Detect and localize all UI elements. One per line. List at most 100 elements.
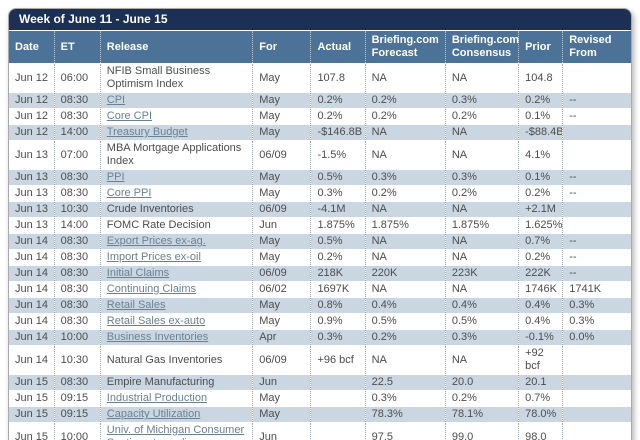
table-row: Jun 13 10:30 Crude Inventories 06/09 -4.1M NA… (9, 201, 631, 218)
cell-release: MBA Mortgage Applications Index (99, 140, 253, 170)
cell-revised: -- (562, 108, 631, 125)
table-row: Jun 12 08:30 CPI May 0.2% 0.2% 0.3% 0.2% -- (9, 92, 631, 109)
cell-for: Jun (252, 217, 311, 234)
release-link[interactable]: Continuing Claims (106, 283, 197, 295)
release-link[interactable]: Initial Claims (106, 267, 170, 279)
cell-date: Jun 13 (9, 217, 55, 234)
cell-consensus: 99.0 (444, 422, 519, 440)
cell-actual (310, 390, 366, 407)
cell-prior: +2.1M (518, 201, 563, 218)
calendar-body: Jun 12 06:00 NFIB Small Business Optimism … (9, 63, 631, 440)
cell-for: 06/09 (252, 201, 311, 218)
cell-prior: 0.7% (518, 233, 563, 250)
release-link[interactable]: Univ. of Michigan Consumer Sentiment - p… (106, 424, 245, 440)
release-link[interactable]: Export Prices ex-ag. (106, 235, 206, 247)
cell-for: Apr (252, 329, 311, 346)
cell-et: 10:00 (53, 422, 101, 440)
cell-consensus: NA (444, 201, 519, 218)
cell-revised: 0.0% (562, 329, 631, 346)
cell-forecast: 0.2% (364, 92, 446, 109)
release-link[interactable]: Treasury Budget (106, 126, 188, 138)
cell-et: 08:30 (53, 92, 101, 109)
cell-consensus: NA (444, 124, 519, 141)
table-row: Jun 12 14:00 Treasury Budget May -$146.8B NA N… (9, 124, 631, 141)
cell-revised: 0.3% (562, 313, 631, 330)
release-link[interactable]: Business Inventories (106, 331, 209, 343)
cell-revised: -- (562, 233, 631, 250)
cell-consensus: 0.3% (444, 169, 519, 186)
cell-consensus: 0.4% (444, 297, 519, 314)
cell-actual: 0.3% (310, 329, 366, 346)
header-row: Date ET Release For Actual Briefing.com … (9, 31, 631, 64)
cell-release: Business Inventories (99, 329, 253, 346)
cell-release: Industrial Production (99, 390, 253, 407)
table-row: Jun 14 08:30 Retail Sales ex-auto May 0.9% 0.… (9, 313, 631, 330)
cell-actual (310, 422, 366, 440)
release-link[interactable]: Capacity Utilization (106, 408, 201, 420)
cell-forecast: 78.3% (364, 406, 446, 423)
cell-consensus: NA (444, 63, 519, 93)
col-header-briefing-consensus: Briefing.com Consensus (444, 31, 519, 64)
table-row: Jun 14 10:00 Business Inventories Apr 0.3% 0.… (9, 329, 631, 346)
cell-consensus: 78.1% (444, 406, 519, 423)
cell-forecast: NA (364, 201, 446, 218)
cell-et: 08:30 (53, 169, 101, 186)
cell-prior: 20.1 (518, 374, 563, 391)
col-header-et: ET (53, 31, 101, 64)
cell-actual: 1697K (310, 281, 366, 298)
cell-consensus: 0.2% (444, 185, 519, 202)
cell-date: Jun 14 (9, 345, 55, 375)
cell-forecast: NA (364, 345, 446, 375)
col-header-release: Release (99, 31, 253, 64)
cell-et: 08:30 (53, 281, 101, 298)
release-link[interactable]: Retail Sales (106, 299, 166, 311)
col-header-actual: Actual (310, 31, 366, 64)
cell-date: Jun 14 (9, 329, 55, 346)
cell-date: Jun 12 (9, 124, 55, 141)
cell-consensus: 0.5% (444, 313, 519, 330)
table-row: Jun 12 08:30 Core CPI May 0.2% 0.2% 0.2% 0.1% -- (9, 108, 631, 125)
cell-actual: 218K (310, 265, 366, 282)
cell-release: PPI (99, 169, 253, 186)
cell-date: Jun 13 (9, 185, 55, 202)
release-link[interactable]: Retail Sales ex-auto (106, 315, 206, 327)
cell-prior: 0.4% (518, 313, 563, 330)
cell-release: Crude Inventories (99, 201, 253, 218)
release-link[interactable]: CPI (106, 94, 126, 106)
cell-consensus: 0.3% (444, 92, 519, 109)
cell-date: Jun 15 (9, 374, 55, 391)
cell-for: May (252, 185, 311, 202)
release-link[interactable]: Core CPI (106, 110, 153, 122)
cell-prior: 4.1% (518, 140, 563, 170)
cell-release: Import Prices ex-oil (99, 249, 253, 266)
cell-consensus: 0.3% (444, 329, 519, 346)
cell-revised (562, 63, 631, 93)
cell-forecast: 97.5 (364, 422, 446, 440)
cell-forecast: NA (364, 124, 446, 141)
calendar-week-title: Week of June 11 - June 15 (9, 9, 631, 31)
cell-revised: 1741K (562, 281, 631, 298)
cell-revised (562, 345, 631, 375)
release-link[interactable]: PPI (106, 171, 125, 183)
release-link[interactable]: Core PPI (106, 187, 152, 199)
cell-actual: 1.875% (310, 217, 366, 234)
cell-release: Empire Manufacturing (99, 374, 253, 391)
cell-revised: -- (562, 169, 631, 186)
cell-actual: 0.5% (310, 233, 366, 250)
cell-et: 08:30 (53, 297, 101, 314)
cell-forecast: 0.5% (364, 313, 446, 330)
release-link[interactable]: Import Prices ex-oil (106, 251, 201, 263)
cell-et: 08:30 (53, 249, 101, 266)
release-link[interactable]: Industrial Production (106, 392, 208, 404)
cell-revised (562, 390, 631, 407)
cell-prior: 1.625% (518, 217, 563, 234)
col-header-briefing-forecast: Briefing.com Forecast (364, 31, 446, 64)
col-header-revised-from: Revised From (562, 31, 631, 64)
cell-release: NFIB Small Business Optimism Index (99, 63, 253, 93)
cell-et: 08:30 (53, 108, 101, 125)
cell-prior: -0.1% (518, 329, 563, 346)
table-row: Jun 15 09:15 Capacity Utilization May 78.3% 7… (9, 406, 631, 423)
cell-forecast: 0.2% (364, 329, 446, 346)
cell-release: Retail Sales ex-auto (99, 313, 253, 330)
